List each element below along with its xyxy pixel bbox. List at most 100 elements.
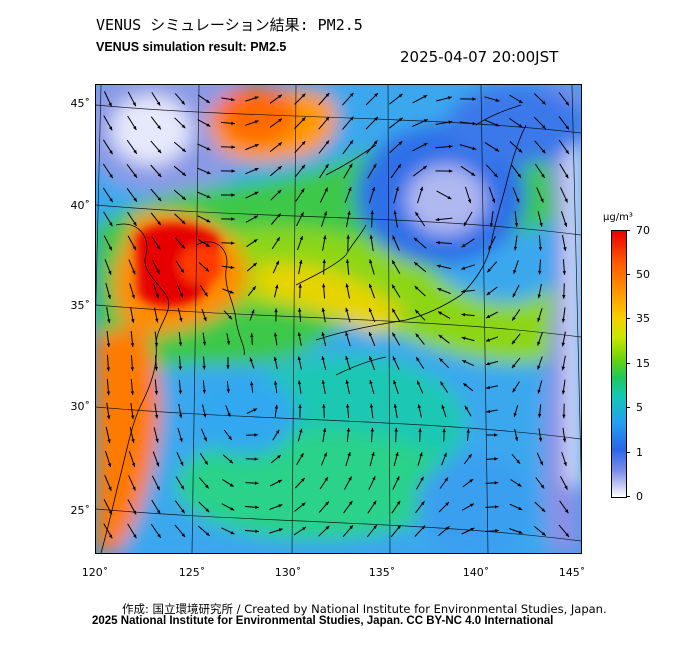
wind-arrow-head	[537, 365, 541, 370]
wind-arrow-head	[298, 283, 302, 288]
wind-arrow-head	[518, 506, 523, 510]
wind-arrow-head	[397, 525, 401, 529]
wind-arrow-head	[133, 149, 137, 154]
wind-arrow-head	[537, 341, 541, 346]
wind-arrow-head	[133, 197, 137, 202]
colorbar-tick	[626, 452, 630, 453]
wind-arrow-head	[203, 437, 207, 442]
wind-arrow-head	[442, 428, 446, 433]
wind-arrow-head	[438, 311, 442, 315]
wind-arrow-head	[368, 332, 373, 337]
wind-arrow-head	[345, 331, 349, 336]
wind-arrow-head	[231, 121, 235, 125]
wind-arrow-head	[325, 140, 330, 145]
wind-arrow-head	[369, 380, 373, 384]
wind-arrow-head	[513, 269, 517, 274]
wind-arrow-head	[228, 315, 232, 320]
wind-arrow-head	[106, 367, 111, 372]
wind-arrow-head	[131, 294, 135, 299]
wind-arrow-head	[323, 452, 327, 457]
wind-arrow-head	[297, 332, 302, 337]
wind-arrow-head	[419, 452, 423, 457]
wind-arrow-head	[157, 149, 162, 154]
wind-arrow-head	[491, 198, 496, 203]
wind-arrow-head	[229, 483, 234, 487]
wind-arrow-head	[299, 428, 303, 433]
wind-arrow-head	[204, 292, 208, 297]
wind-arrow-head	[538, 247, 543, 251]
wind-arrow-head	[203, 413, 207, 418]
wind-arrow-head	[228, 436, 232, 440]
wind-arrow-head	[181, 148, 186, 152]
wind-arrow-head	[369, 259, 373, 264]
wind-arrow-head	[472, 97, 476, 101]
wind-arrow-head	[447, 96, 452, 100]
wind-arrow-head	[251, 309, 255, 314]
wind-arrow-head	[157, 197, 162, 201]
wind-arrow-head	[415, 211, 419, 216]
wind-arrow-head	[178, 414, 183, 419]
wind-arrow-head	[108, 246, 112, 251]
wind-arrow-head	[418, 428, 422, 432]
wind-arrow-head	[156, 486, 160, 491]
wind-arrow-head	[277, 455, 281, 459]
wind-arrow-head	[561, 366, 565, 371]
wind-arrow-head	[436, 241, 440, 245]
wind-arrow-head	[253, 239, 258, 243]
title-english: VENUS simulation result: PM2.5	[96, 40, 287, 54]
wind-arrow-head	[301, 164, 305, 169]
wind-arrow-head	[278, 118, 282, 123]
wind-arrow-head	[298, 404, 302, 408]
wind-arrow-head	[495, 98, 500, 102]
wind-arrow-head	[108, 270, 112, 275]
colorbar-tick	[626, 407, 630, 408]
wind-arrow-head	[562, 295, 566, 299]
wind-arrow-head	[512, 364, 516, 369]
colorbar-label-5: 5	[636, 401, 643, 414]
wind-arrow-head	[441, 404, 445, 409]
wind-arrow-head	[226, 340, 231, 345]
wind-arrow-head	[494, 481, 499, 485]
wind-arrow-head	[462, 360, 467, 364]
copyright-line: 2025 National Institute for Environmenta…	[92, 615, 554, 627]
wind-arrow-head	[275, 284, 279, 289]
wind-arrow-head	[206, 170, 211, 175]
wind-arrow-head	[461, 266, 466, 270]
wind-arrow-head	[517, 173, 521, 178]
wind-arrow-head	[299, 236, 303, 240]
lon-label-135: 135˚	[368, 566, 396, 579]
wind-arrow-head	[565, 150, 569, 154]
wind-arrow-head	[448, 144, 453, 149]
wind-arrow-head	[370, 210, 374, 215]
wind-arrow-head	[254, 457, 259, 461]
wind-arrow-head	[301, 117, 306, 122]
wind-arrow-head	[205, 484, 209, 489]
colorbar-tick	[626, 363, 630, 364]
wind-arrow-head	[133, 221, 137, 226]
wind-arrow-head	[277, 166, 282, 170]
colorbar-label-35: 35	[636, 312, 650, 325]
wind-arrow-head	[374, 116, 378, 121]
wind-arrow-head	[154, 342, 159, 347]
wind-arrow-head	[420, 476, 424, 481]
wind-arrow-head	[538, 413, 542, 418]
wind-arrow-head	[154, 390, 159, 395]
wind-arrow-head	[513, 412, 517, 417]
wind-arrow-head	[349, 116, 354, 121]
wind-arrow-head	[130, 415, 135, 419]
wind-arrow-head	[301, 93, 306, 98]
wind-arrow-head	[372, 476, 376, 481]
wind-arrow-head	[322, 428, 327, 432]
wind-arrow-head	[438, 334, 443, 339]
wind-arrow-head	[537, 294, 541, 299]
wind-arrow-head	[130, 343, 135, 347]
colorbar-label-0: 0	[636, 490, 643, 503]
wind-arrow-head	[392, 284, 396, 289]
wind-arrow-head	[395, 186, 399, 191]
wind-arrow-head	[422, 165, 427, 170]
wind-arrow-head	[348, 476, 352, 481]
lat-label-30: 30˚	[70, 400, 91, 413]
wind-arrow-head	[156, 101, 161, 106]
wind-arrow-head	[230, 531, 235, 535]
lat-label-25: 25˚	[70, 504, 91, 517]
